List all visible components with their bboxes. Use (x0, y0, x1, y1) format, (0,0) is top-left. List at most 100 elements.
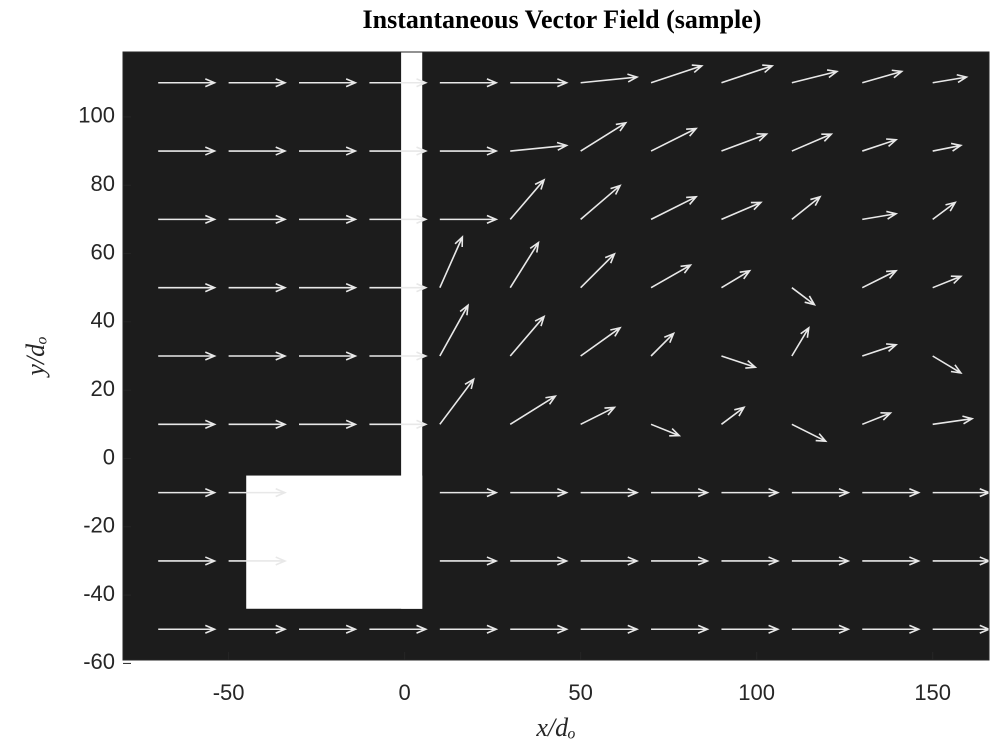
vector-arrow (369, 146, 428, 156)
vector-arrow (158, 419, 217, 429)
vector-arrow (299, 351, 358, 361)
vector-arrow (299, 214, 358, 225)
vector-arrow (158, 78, 217, 88)
vector-arrow (299, 78, 358, 88)
vector-arrow (369, 78, 428, 88)
vector-arrow (509, 240, 540, 289)
vector-arrow (650, 64, 704, 84)
y-tick-label: 20 (91, 376, 115, 401)
y-tick-label: 100 (78, 103, 115, 128)
y-tick-label: -20 (83, 513, 115, 538)
vector-arrow (721, 269, 752, 289)
vector-arrow (721, 132, 769, 152)
vector-arrow (580, 487, 640, 498)
plot-area (123, 52, 990, 660)
y-tick-label: 40 (91, 308, 115, 333)
y-tick-label: 0 (103, 444, 115, 469)
vector-arrow (650, 195, 698, 221)
vector-arrow (791, 287, 817, 306)
vector-arrow (861, 412, 893, 426)
vector-arrow (510, 141, 569, 152)
vector-arrow (158, 624, 217, 634)
y-tick-label: 60 (91, 239, 115, 264)
vector-arrow (932, 142, 963, 152)
vector-arrow (299, 624, 358, 634)
vector-arrow (862, 210, 899, 221)
vector-arrow (651, 556, 710, 566)
vector-arrow (158, 214, 217, 225)
vector-arrow (509, 395, 558, 425)
vector-arrow (158, 283, 217, 293)
vector-arrow (228, 351, 287, 361)
vector-arrow (158, 487, 217, 498)
vector-arrow (650, 332, 676, 357)
vector-arrow (791, 423, 828, 443)
vector-arrow (791, 556, 851, 566)
vector-arrow (721, 201, 763, 221)
vector-arrow (651, 487, 710, 498)
vector-arrow (862, 343, 899, 357)
x-axis-label: x/dₒ (535, 713, 575, 742)
vector-arrow (650, 264, 693, 289)
vector-arrow (158, 351, 217, 361)
vector-arrow (369, 351, 428, 361)
vector-arrow (791, 487, 851, 498)
chart-title: Instantaneous Vector Field (sample) (363, 5, 762, 34)
vector-arrow (510, 78, 569, 88)
vector-arrow (369, 419, 428, 429)
masked-region (246, 475, 423, 609)
vector-arrow (791, 69, 839, 84)
vector-arrow (862, 624, 921, 634)
vector-arrow (299, 419, 358, 429)
vector-arrow (228, 487, 287, 498)
vector-arrow (580, 406, 617, 426)
vector-arrow (439, 624, 499, 634)
vector-arrow (791, 195, 822, 220)
vector-arrow (862, 487, 921, 498)
vector-arrow (650, 127, 698, 152)
vector-arrow (932, 415, 975, 426)
vector-arrow (932, 74, 969, 84)
y-tick-label: -40 (83, 581, 115, 606)
vector-arrow (721, 487, 780, 498)
vector-arrow (439, 235, 464, 289)
vector-arrow (228, 214, 287, 225)
vector-arrow (580, 73, 640, 84)
vector-arrow (158, 146, 217, 156)
vector-arrow (299, 146, 358, 156)
vector-arrow (791, 624, 851, 634)
vector-arrow (650, 423, 682, 437)
vector-arrow (228, 146, 287, 156)
vector-arrow (862, 138, 899, 152)
x-tick-label: 100 (738, 680, 775, 705)
x-tick-label: 150 (914, 680, 951, 705)
vector-arrow (510, 556, 569, 566)
vector-arrow (862, 69, 904, 84)
vector-arrow (580, 556, 640, 566)
vector-arrow (720, 406, 746, 425)
vector-arrow (932, 355, 963, 374)
vector-arrow (228, 283, 287, 293)
vector-arrow (932, 201, 957, 221)
vector-arrow (510, 487, 569, 498)
vector-arrow (228, 556, 287, 566)
vector-arrow (158, 556, 217, 566)
vector-arrow (228, 419, 287, 429)
vector-arrow (509, 178, 546, 220)
vector-arrow (510, 624, 569, 634)
vector-arrow (439, 303, 469, 357)
masked-region (401, 52, 423, 609)
x-tick-label: 0 (399, 680, 411, 705)
vector-arrow (721, 355, 758, 369)
vector-arrow (580, 624, 640, 634)
vector-arrow (580, 184, 622, 220)
vector-arrow (791, 133, 834, 152)
vector-arrow (228, 624, 287, 634)
vector-arrow (369, 283, 428, 293)
vector-arrow (721, 624, 780, 634)
vector-arrow (861, 269, 898, 289)
x-tick-label: 50 (568, 680, 592, 705)
vector-arrow (721, 556, 780, 566)
vector-arrow (369, 624, 428, 634)
